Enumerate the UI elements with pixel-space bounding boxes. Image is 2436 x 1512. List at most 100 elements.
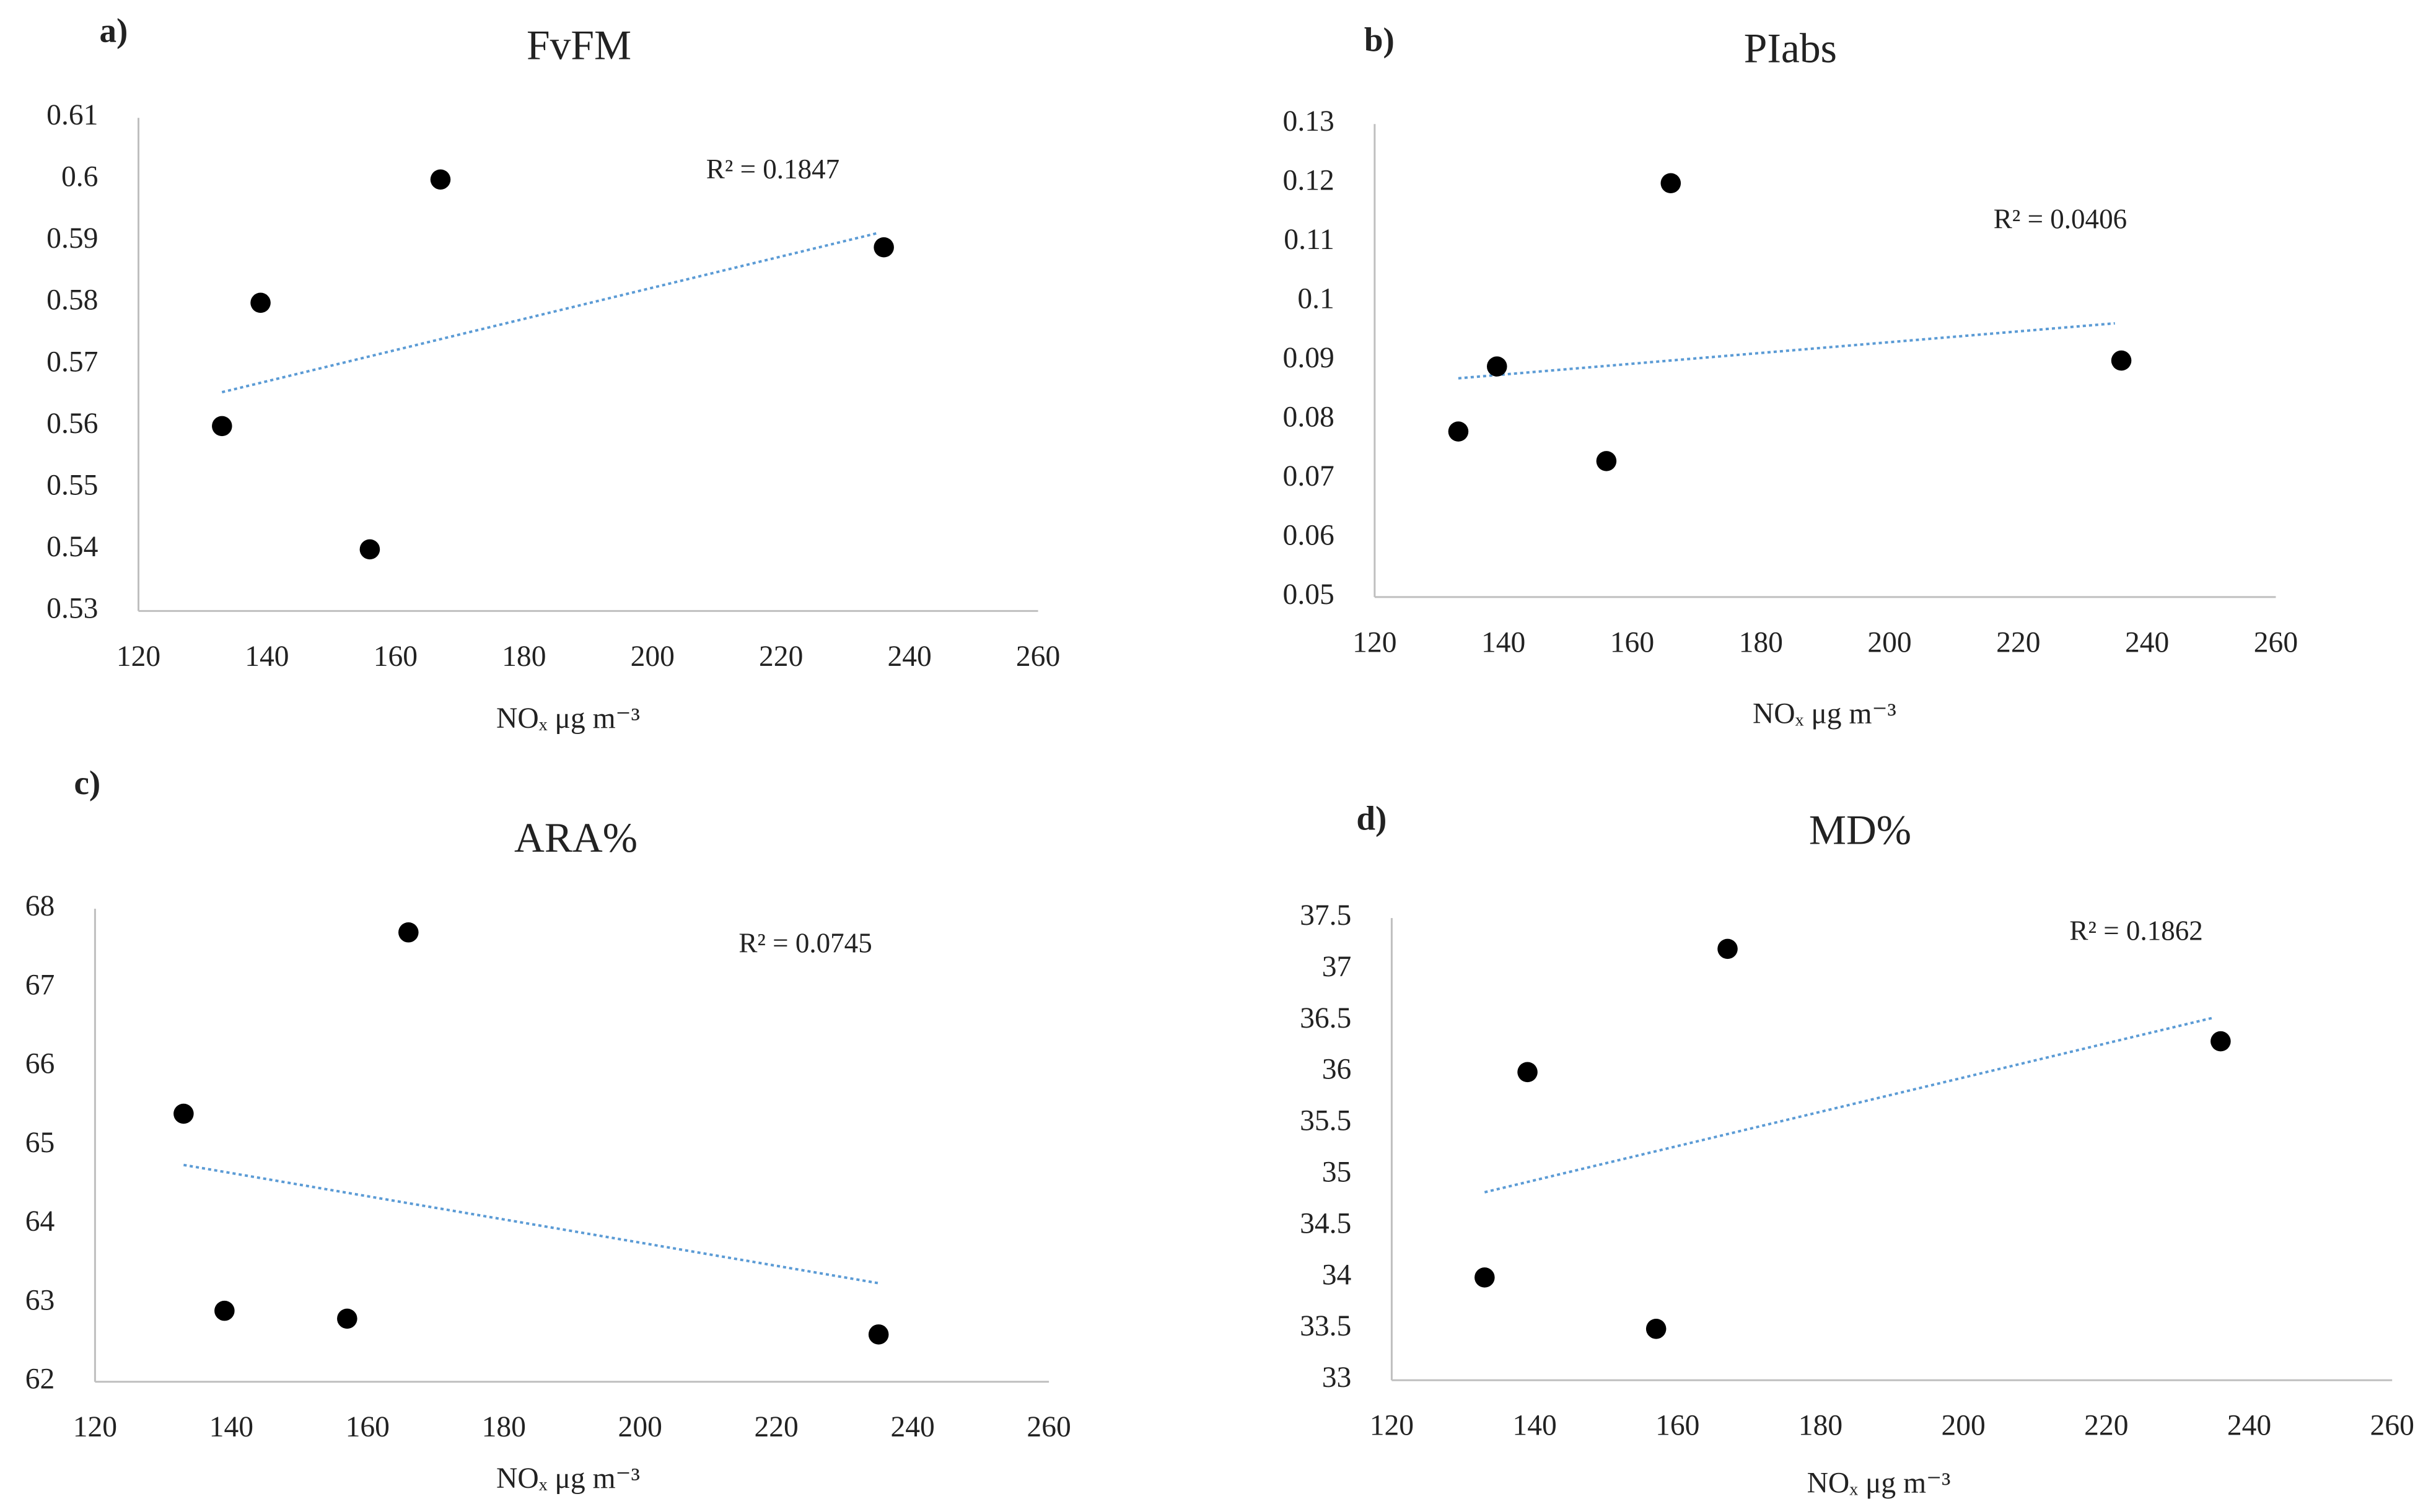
x-tick-label: 160 bbox=[1655, 1410, 1699, 1442]
x-tick-label: 120 bbox=[116, 640, 160, 673]
x-tick-label: 160 bbox=[1610, 626, 1654, 658]
x-tick-label: 260 bbox=[2370, 1410, 2414, 1442]
x-tick-label: 200 bbox=[631, 640, 675, 673]
y-tick-label: 0.05 bbox=[1283, 579, 1334, 611]
chart-title: ARA% bbox=[514, 815, 637, 861]
data-point bbox=[398, 922, 419, 943]
y-tick-label: 64 bbox=[25, 1205, 55, 1238]
y-tick-label: 65 bbox=[25, 1127, 55, 1159]
x-tick-label: 240 bbox=[2125, 626, 2169, 658]
data-point bbox=[212, 416, 232, 437]
data-point bbox=[359, 539, 380, 560]
y-tick-label: 33 bbox=[1322, 1361, 1352, 1394]
x-axis-label: NOₓ μg m⁻³ bbox=[1753, 698, 1896, 730]
data-point bbox=[2210, 1031, 2231, 1052]
y-tick-label: 0.06 bbox=[1283, 519, 1334, 551]
x-tick-label: 240 bbox=[887, 640, 931, 673]
x-axis-label: NOₓ μg m⁻³ bbox=[496, 1462, 640, 1495]
x-tick-label: 120 bbox=[73, 1411, 117, 1443]
r2-annotation: R² = 0.1862 bbox=[2069, 916, 2202, 946]
y-tick-label: 0.1 bbox=[1297, 283, 1334, 315]
x-tick-label: 180 bbox=[502, 640, 546, 673]
data-point bbox=[1660, 173, 1681, 194]
y-tick-label: 0.61 bbox=[46, 99, 98, 131]
x-axis-label: NOₓ μg m⁻³ bbox=[1807, 1467, 1951, 1499]
trendline bbox=[1484, 1016, 2214, 1194]
x-axis-label: NOₓ μg m⁻³ bbox=[496, 702, 640, 735]
r2-annotation: R² = 0.0406 bbox=[1994, 203, 2127, 234]
y-tick-label: 36 bbox=[1322, 1054, 1352, 1086]
data-point bbox=[430, 169, 451, 190]
x-tick-label: 180 bbox=[482, 1411, 526, 1443]
y-tick-label: 37 bbox=[1322, 951, 1352, 983]
data-point bbox=[1474, 1267, 1495, 1288]
data-point bbox=[1517, 1062, 1538, 1083]
y-tick-label: 0.11 bbox=[1284, 224, 1334, 256]
x-tick-label: 180 bbox=[1739, 626, 1783, 658]
y-tick-label: 0.12 bbox=[1283, 165, 1334, 197]
y-tick-label: 0.55 bbox=[46, 469, 98, 501]
y-tick-label: 35 bbox=[1322, 1156, 1352, 1189]
data-point bbox=[173, 1103, 194, 1124]
panel-label: a) bbox=[100, 12, 128, 50]
chart-title: FvFM bbox=[527, 22, 631, 69]
x-tick-label: 140 bbox=[209, 1411, 253, 1443]
x-tick-label: 220 bbox=[2084, 1410, 2128, 1442]
panel-label: d) bbox=[1356, 800, 1387, 837]
trendline bbox=[183, 1163, 879, 1285]
y-tick-label: 37.5 bbox=[1300, 899, 1351, 932]
data-point bbox=[1717, 938, 1738, 959]
r2-annotation: R² = 0.0745 bbox=[738, 928, 872, 959]
data-point bbox=[1486, 356, 1507, 377]
x-tick-label: 120 bbox=[1370, 1410, 1414, 1442]
x-tick-label: 160 bbox=[374, 640, 418, 673]
x-tick-label: 140 bbox=[1481, 626, 1525, 658]
y-tick-label: 68 bbox=[25, 890, 55, 922]
y-tick-label: 0.53 bbox=[46, 592, 98, 624]
data-point bbox=[337, 1308, 357, 1329]
data-point bbox=[874, 237, 894, 258]
panel-label: c) bbox=[74, 764, 100, 802]
y-tick-label: 62 bbox=[25, 1363, 55, 1396]
x-tick-label: 260 bbox=[1016, 640, 1060, 673]
y-tick-label: 0.58 bbox=[46, 284, 98, 317]
data-point bbox=[868, 1324, 889, 1345]
trendline bbox=[1458, 321, 2115, 380]
chart-title: MD% bbox=[1809, 806, 1911, 853]
y-tick-label: 0.6 bbox=[61, 161, 98, 193]
y-tick-label: 0.59 bbox=[46, 222, 98, 255]
y-tick-label: 36.5 bbox=[1300, 1002, 1351, 1034]
x-tick-label: 200 bbox=[618, 1411, 662, 1443]
data-point bbox=[1596, 451, 1617, 471]
data-point bbox=[214, 1300, 235, 1321]
x-tick-label: 220 bbox=[1996, 626, 2040, 658]
x-tick-label: 240 bbox=[890, 1411, 934, 1443]
x-tick-label: 140 bbox=[245, 640, 289, 673]
y-tick-label: 63 bbox=[25, 1284, 55, 1316]
x-tick-label: 260 bbox=[1027, 1411, 1071, 1443]
x-tick-label: 200 bbox=[1941, 1410, 1985, 1442]
y-tick-label: 34 bbox=[1322, 1259, 1352, 1291]
x-tick-label: 240 bbox=[2227, 1410, 2271, 1442]
y-tick-label: 33.5 bbox=[1300, 1310, 1351, 1342]
x-tick-label: 180 bbox=[1799, 1410, 1842, 1442]
data-point bbox=[250, 292, 271, 313]
y-tick-label: 34.5 bbox=[1300, 1207, 1351, 1239]
x-tick-label: 120 bbox=[1352, 626, 1396, 658]
y-tick-label: 0.57 bbox=[46, 346, 98, 378]
y-tick-label: 0.56 bbox=[46, 408, 98, 440]
y-tick-label: 0.09 bbox=[1283, 342, 1334, 374]
y-tick-label: 0.54 bbox=[46, 531, 98, 563]
y-tick-label: 0.07 bbox=[1283, 460, 1334, 492]
data-point bbox=[2111, 350, 2132, 371]
x-tick-label: 220 bbox=[755, 1411, 799, 1443]
data-point bbox=[1645, 1319, 1667, 1339]
x-tick-label: 260 bbox=[2254, 626, 2298, 658]
x-tick-label: 220 bbox=[759, 640, 803, 673]
y-tick-label: 0.08 bbox=[1283, 401, 1334, 433]
data-point bbox=[1448, 421, 1469, 442]
trendline bbox=[221, 232, 878, 394]
y-tick-label: 0.13 bbox=[1283, 105, 1334, 138]
y-tick-label: 35.5 bbox=[1300, 1105, 1351, 1137]
